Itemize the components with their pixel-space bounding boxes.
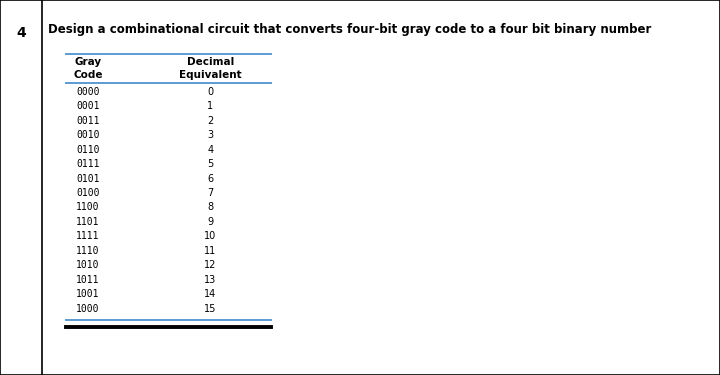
Text: Gray
Code: Gray Code (73, 57, 102, 80)
Text: 6: 6 (207, 174, 213, 184)
Text: 13: 13 (204, 274, 217, 285)
Text: 10: 10 (204, 231, 217, 242)
Text: 0001: 0001 (76, 102, 99, 111)
Text: 0101: 0101 (76, 174, 99, 184)
Text: 9: 9 (207, 217, 213, 227)
Text: 12: 12 (204, 260, 217, 270)
Text: 1110: 1110 (76, 246, 99, 256)
Text: Design a combinational circuit that converts four-bit gray code to a four bit bi: Design a combinational circuit that conv… (48, 22, 651, 36)
Text: 15: 15 (204, 304, 217, 313)
Text: 14: 14 (204, 289, 217, 299)
Text: 1011: 1011 (76, 274, 99, 285)
Text: 0010: 0010 (76, 130, 99, 140)
Text: 1111: 1111 (76, 231, 99, 242)
Text: 3: 3 (207, 130, 213, 140)
Text: 0110: 0110 (76, 145, 99, 155)
Text: 2: 2 (207, 116, 213, 126)
Text: 4: 4 (207, 145, 213, 155)
Text: 0000: 0000 (76, 87, 99, 97)
Text: 7: 7 (207, 188, 213, 198)
Text: 1010: 1010 (76, 260, 99, 270)
Text: 0011: 0011 (76, 116, 99, 126)
Text: 0100: 0100 (76, 188, 99, 198)
Text: 1001: 1001 (76, 289, 99, 299)
Text: 1100: 1100 (76, 202, 99, 213)
Text: 0: 0 (207, 87, 213, 97)
Text: 11: 11 (204, 246, 217, 256)
Text: 4: 4 (16, 26, 26, 40)
Text: Decimal
Equivalent: Decimal Equivalent (179, 57, 241, 80)
Text: 5: 5 (207, 159, 213, 169)
Text: 1: 1 (207, 102, 213, 111)
Text: 0111: 0111 (76, 159, 99, 169)
Text: 1000: 1000 (76, 304, 99, 313)
Text: 1101: 1101 (76, 217, 99, 227)
Text: 8: 8 (207, 202, 213, 213)
